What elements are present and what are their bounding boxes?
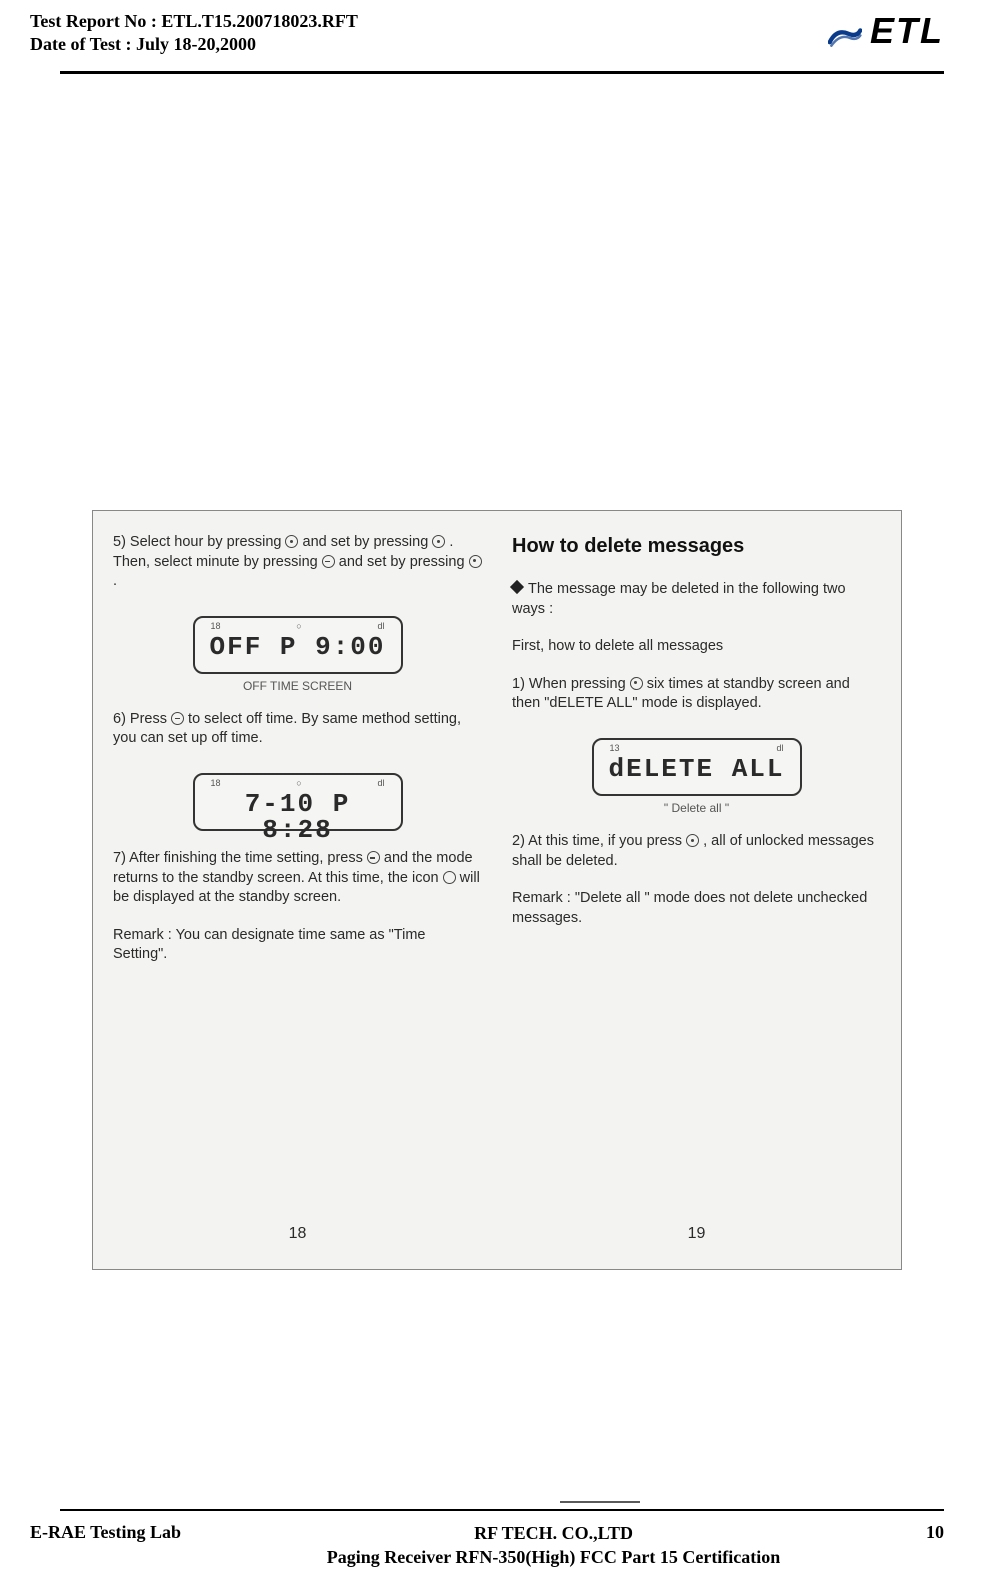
button-dash-icon (367, 851, 380, 864)
footer-pagenum: 10 (926, 1522, 944, 1543)
manual-page-num: 18 (113, 1223, 482, 1245)
lcd-ind: 13 (610, 742, 620, 754)
intro-text: The message may be deleted in the follow… (512, 580, 881, 619)
manual-page-18: 5) Select hour by pressing and set by pr… (113, 533, 482, 1259)
footer-company: RF TECH. CO.,LTD (327, 1522, 781, 1545)
step-2-text: 2) At this time, if you press , all of u… (512, 832, 881, 871)
lcd-ind: ○ (296, 620, 301, 632)
button-dash-icon (171, 712, 184, 725)
lcd-date-time: 18 ○ dl 7-10 P 8:28 (193, 773, 403, 831)
lcd-off-time: 18 ○ dl OFF P 9:00 (193, 616, 403, 674)
header-rule (60, 71, 944, 74)
lcd-text: OFF P 9:00 (205, 634, 391, 660)
button-star-icon (686, 834, 699, 847)
footer-cert: Paging Receiver RFN-350(High) FCC Part 1… (327, 1546, 781, 1569)
etl-logo-text: ETL (870, 10, 944, 52)
page-header: Test Report No : ETL.T15.200718023.RFT D… (0, 0, 1004, 57)
bullet-diamond-icon (510, 580, 524, 594)
first-line: First, how to delete all messages (512, 637, 881, 657)
clock-icon (443, 871, 456, 884)
footer-center: RF TECH. CO.,LTD Paging Receiver RFN-350… (327, 1522, 781, 1569)
button-dash-icon (322, 555, 335, 568)
lcd-delete-all: 13 dl dELETE ALL (592, 738, 802, 796)
photocopy-scan: 5) Select hour by pressing and set by pr… (92, 510, 902, 1270)
footer-rule (60, 1509, 944, 1511)
lcd-ind: dl (776, 742, 783, 754)
section-title: How to delete messages (512, 533, 881, 560)
lcd-text: dELETE ALL (604, 756, 790, 782)
lcd-ind: 18 (211, 777, 221, 789)
intro-span: The message may be deleted in the follow… (512, 581, 846, 617)
step-7-text: 7) After finishing the time setting, pre… (113, 849, 482, 908)
button-dot-icon (285, 535, 298, 548)
lcd-caption: " Delete all " (512, 800, 881, 816)
remark-left: Remark : You can designate time same as … (113, 926, 482, 965)
manual-page-num: 19 (512, 1223, 881, 1245)
etl-logo-icon (828, 18, 862, 44)
lcd-ind: dl (377, 777, 384, 789)
button-dot-icon (469, 555, 482, 568)
etl-logo: ETL (828, 10, 944, 52)
step-5-text: 5) Select hour by pressing and set by pr… (113, 533, 482, 592)
remark-right: Remark : "Delete all " mode does not del… (512, 889, 881, 928)
header-left: Test Report No : ETL.T15.200718023.RFT D… (30, 10, 358, 57)
step-6-text: 6) Press to select off time. By same met… (113, 710, 482, 749)
lcd-ind: ○ (296, 777, 301, 789)
scanner-mark (560, 1501, 640, 1503)
footer-lab: E-RAE Testing Lab (30, 1522, 181, 1543)
lcd-ind: 18 (211, 620, 221, 632)
lcd-caption: OFF TIME SCREEN (113, 678, 482, 694)
manual-page-19: How to delete messages The message may b… (512, 533, 881, 1259)
test-date: Date of Test : July 18-20,2000 (30, 33, 358, 56)
step-1-text: 1) When pressing six times at standby sc… (512, 675, 881, 714)
lcd-ind: dl (377, 620, 384, 632)
button-dot-icon (630, 677, 643, 690)
report-no: Test Report No : ETL.T15.200718023.RFT (30, 10, 358, 33)
button-dot-icon (432, 535, 445, 548)
page-footer: E-RAE Testing Lab RF TECH. CO.,LTD Pagin… (0, 1522, 1004, 1569)
